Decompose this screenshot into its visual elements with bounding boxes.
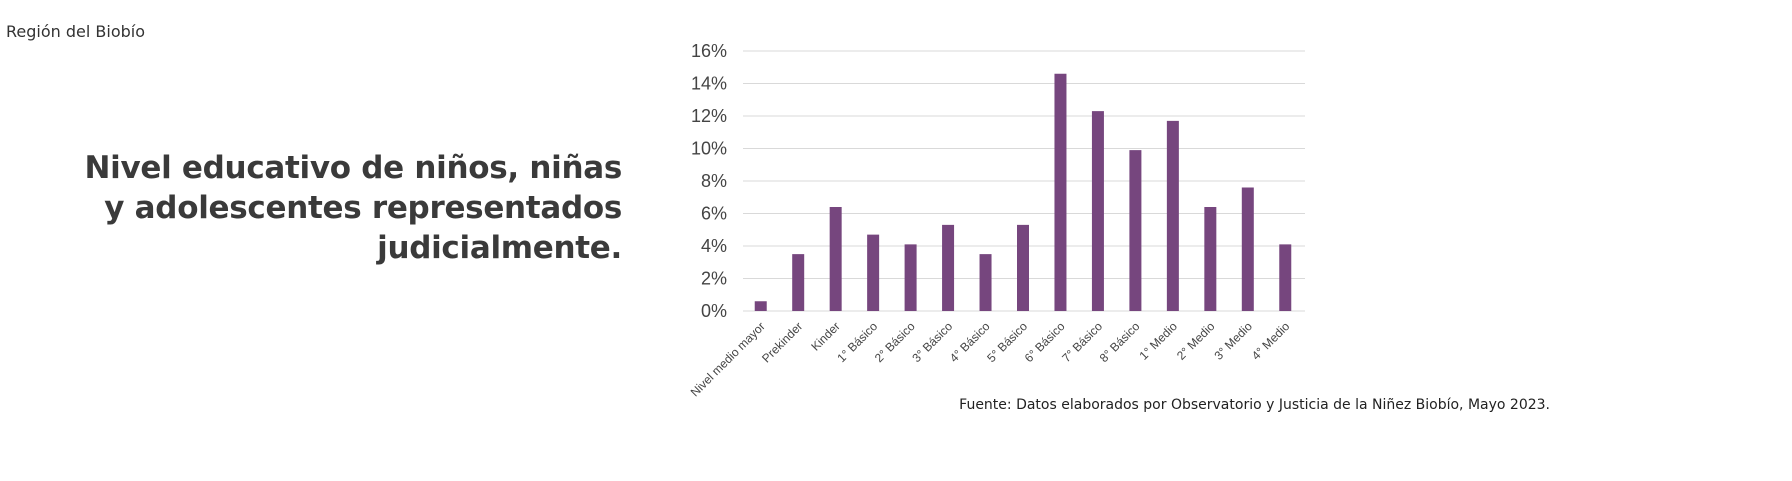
bar <box>792 254 805 311</box>
x-tick-label: Nivel medio mayor <box>688 319 768 399</box>
y-tick-label: 2% <box>701 269 727 289</box>
bar <box>754 301 767 311</box>
y-tick-label: 8% <box>701 171 727 191</box>
x-tick-label: Kinder <box>808 319 842 353</box>
bar <box>867 234 880 311</box>
bar <box>942 224 955 311</box>
x-tick-label: 2° Medio <box>1174 319 1218 363</box>
bar <box>1054 73 1067 311</box>
bar <box>829 207 842 311</box>
x-tick-label: 8° Básico <box>1097 319 1143 365</box>
bar <box>904 244 917 311</box>
y-tick-label: 12% <box>691 106 727 126</box>
bar <box>1204 207 1217 311</box>
bar <box>1129 150 1142 311</box>
bar <box>1241 187 1254 311</box>
x-tick-label: 4° Medio <box>1249 319 1293 363</box>
bar <box>1279 244 1292 311</box>
y-tick-label: 14% <box>691 74 727 94</box>
bar <box>1166 120 1179 311</box>
bar <box>1091 111 1104 311</box>
y-tick-label: 0% <box>701 301 727 321</box>
page-title: Nivel educativo de niños, niñas y adoles… <box>84 150 623 266</box>
y-tick-label: 16% <box>691 41 727 61</box>
source-note: Fuente: Datos elaborados por Observatori… <box>959 397 1550 413</box>
y-tick-label: 4% <box>701 236 727 256</box>
x-tick-label: Prekinder <box>759 319 805 365</box>
region-label: Región del Biobío <box>6 22 145 41</box>
y-tick-label: 10% <box>691 139 727 159</box>
bar <box>979 254 992 311</box>
x-tick-label: 3° Medio <box>1211 319 1255 363</box>
x-tick-label: 1° Medio <box>1137 319 1181 363</box>
y-tick-label: 6% <box>701 204 727 224</box>
bar <box>1017 224 1029 311</box>
